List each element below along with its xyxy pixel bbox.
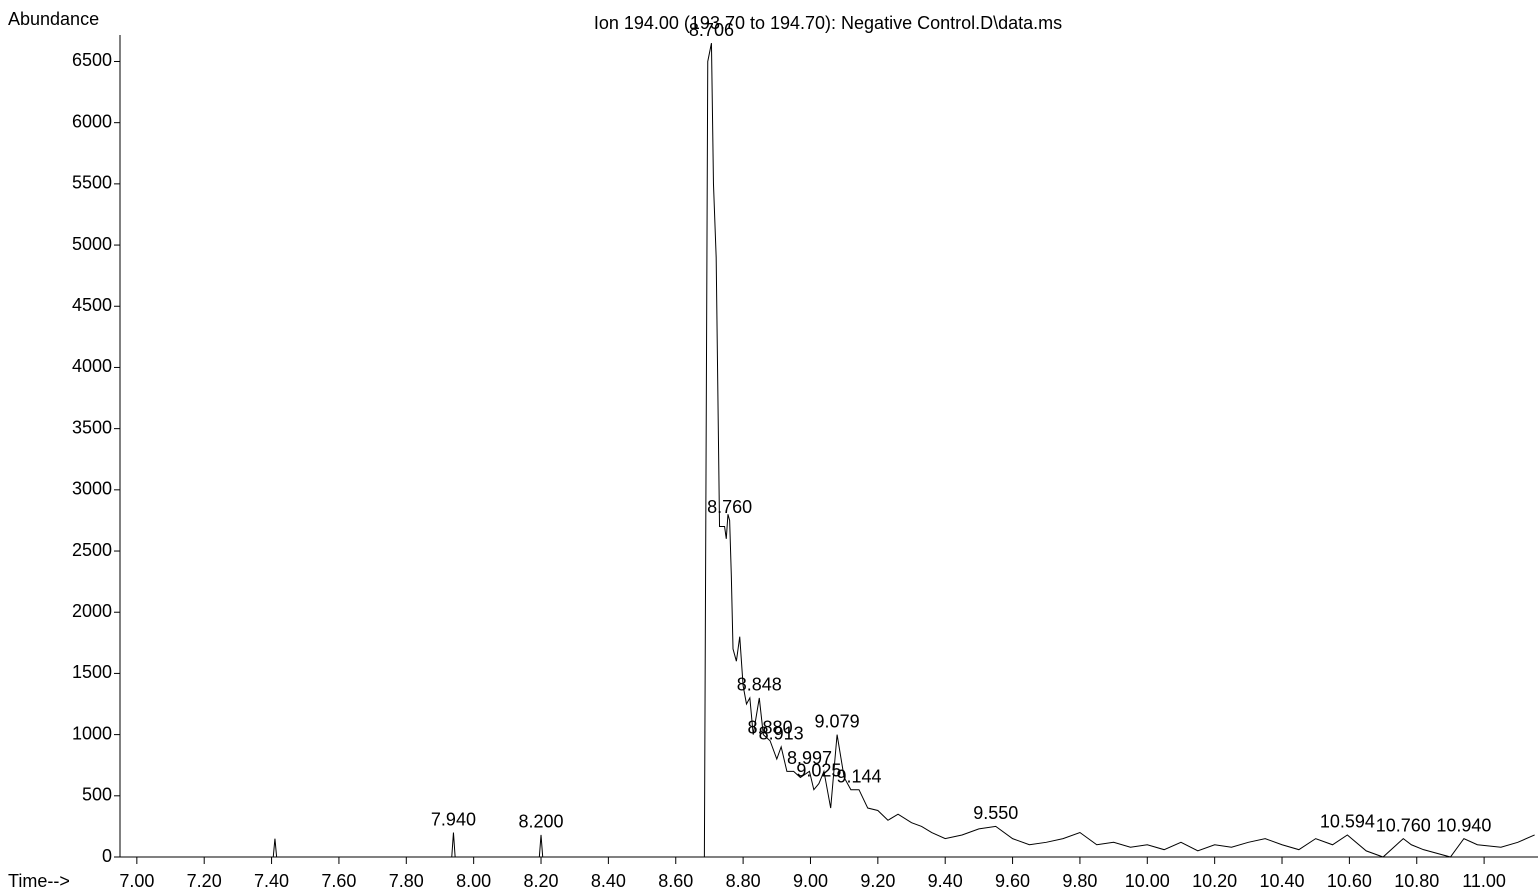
x-tick-label: 7.60 [321, 871, 356, 891]
x-axis-label: Time--> [8, 871, 70, 891]
x-tick-label: 7.40 [254, 871, 289, 891]
x-tick-label: 8.80 [726, 871, 761, 891]
x-tick-label: 9.60 [995, 871, 1030, 891]
x-tick-label: 10.60 [1327, 871, 1372, 891]
peak-label: 9.079 [815, 711, 860, 731]
peak-label: 10.594 [1320, 812, 1375, 832]
x-tick-label: 8.60 [658, 871, 693, 891]
chart-title: Ion 194.00 (193.70 to 194.70): Negative … [594, 13, 1062, 33]
peak-label: 8.848 [737, 675, 782, 695]
peak-label: 8.760 [707, 497, 752, 517]
x-tick-label: 8.40 [591, 871, 626, 891]
y-tick-label: 6500 [72, 50, 112, 70]
x-tick-label: 9.00 [793, 871, 828, 891]
y-tick-label: 5500 [72, 173, 112, 193]
x-tick-label: 9.40 [928, 871, 963, 891]
peak-label: 9.144 [836, 766, 881, 786]
x-tick-label: 8.00 [456, 871, 491, 891]
peak-label: 8.200 [518, 812, 563, 832]
x-tick-label: 11.00 [1462, 871, 1506, 891]
y-tick-label: 5000 [72, 234, 112, 254]
y-tick-label: 0 [102, 846, 112, 866]
y-tick-label: 4000 [72, 356, 112, 376]
y-tick-label: 2500 [72, 540, 112, 560]
x-tick-label: 10.80 [1394, 871, 1439, 891]
x-tick-label: 10.40 [1259, 871, 1304, 891]
y-axis-label: Abundance [8, 9, 99, 29]
peak-label: 9.025 [796, 760, 841, 780]
trace [120, 43, 1535, 858]
y-tick-label: 6000 [72, 111, 112, 131]
x-tick-label: 8.20 [523, 871, 558, 891]
peak-label: 9.550 [973, 803, 1018, 823]
peak-label: 8.706 [689, 20, 734, 40]
x-tick-label: 7.00 [119, 871, 154, 891]
y-tick-label: 500 [82, 785, 112, 805]
peak-label: 10.940 [1436, 815, 1491, 835]
y-tick-label: 4500 [72, 295, 112, 315]
x-tick-label: 7.80 [389, 871, 424, 891]
peak-label: 8.913 [759, 724, 804, 744]
y-tick-label: 1000 [72, 723, 112, 743]
x-tick-label: 10.00 [1125, 871, 1170, 891]
x-tick-label: 10.20 [1192, 871, 1237, 891]
y-tick-label: 1500 [72, 662, 112, 682]
y-tick-label: 3000 [72, 479, 112, 499]
peak-label: 8.880 [748, 717, 793, 737]
peak-label: 10.760 [1376, 815, 1431, 835]
x-tick-label: 9.80 [1062, 871, 1097, 891]
y-tick-label: 2000 [72, 601, 112, 621]
peak-label: 8.997 [787, 748, 832, 768]
peak-label: 7.940 [431, 809, 476, 829]
x-tick-label: 7.20 [187, 871, 222, 891]
y-tick-label: 3500 [72, 417, 112, 437]
x-tick-label: 9.20 [860, 871, 895, 891]
